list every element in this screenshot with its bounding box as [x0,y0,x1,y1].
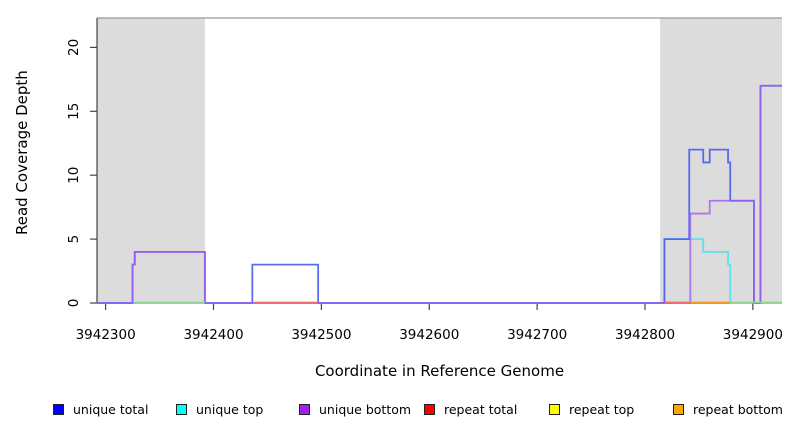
unique-bottom-swatch [299,403,310,415]
y-tick-label: 5 [66,235,82,244]
legend-item-unique-total: unique total [53,400,148,418]
x-tick-label: 3942700 [507,327,567,343]
legend-item-unique-bottom: unique bottom [299,400,411,418]
x-axis-title: Coordinate in Reference Genome [314,362,565,380]
x-tick-label: 3942300 [76,327,136,343]
legend-item-unique-top: unique top [176,400,263,418]
legend-item-repeat-total: repeat total [424,400,517,418]
x-tick-label: 3942800 [615,327,675,343]
legend-label: unique total [73,401,149,417]
unique-top-swatch [176,403,187,415]
legend-label: unique bottom [319,401,412,417]
y-tick-label: 0 [66,299,82,308]
y-tick-label: 10 [66,167,82,184]
legend-label: repeat top [569,401,635,417]
legend-label: repeat bottom [693,401,783,417]
legend: unique total unique top unique bottom repea… [0,400,792,420]
y-tick-label: 15 [66,103,82,120]
y-axis-title: Read Coverage Depth [13,70,31,235]
y-tick-label: 20 [66,39,82,56]
x-tick-label: 3942600 [399,327,459,343]
x-tick-label: 3942500 [291,327,351,343]
shaded-region-right [660,18,782,303]
unique-total-swatch [53,403,64,415]
legend-item-repeat-bottom: repeat bottom [673,400,783,418]
legend-label: repeat total [444,401,518,417]
legend-item-repeat-top: repeat top [549,400,634,418]
x-tick-label: 3942900 [723,327,783,343]
repeat-bottom-swatch [673,403,684,415]
repeat-top-swatch [549,403,560,415]
repeat-total-swatch [424,403,435,415]
x-tick-label: 3942400 [183,327,243,343]
legend-label: unique top [196,401,264,417]
shaded-region-left [97,18,205,303]
